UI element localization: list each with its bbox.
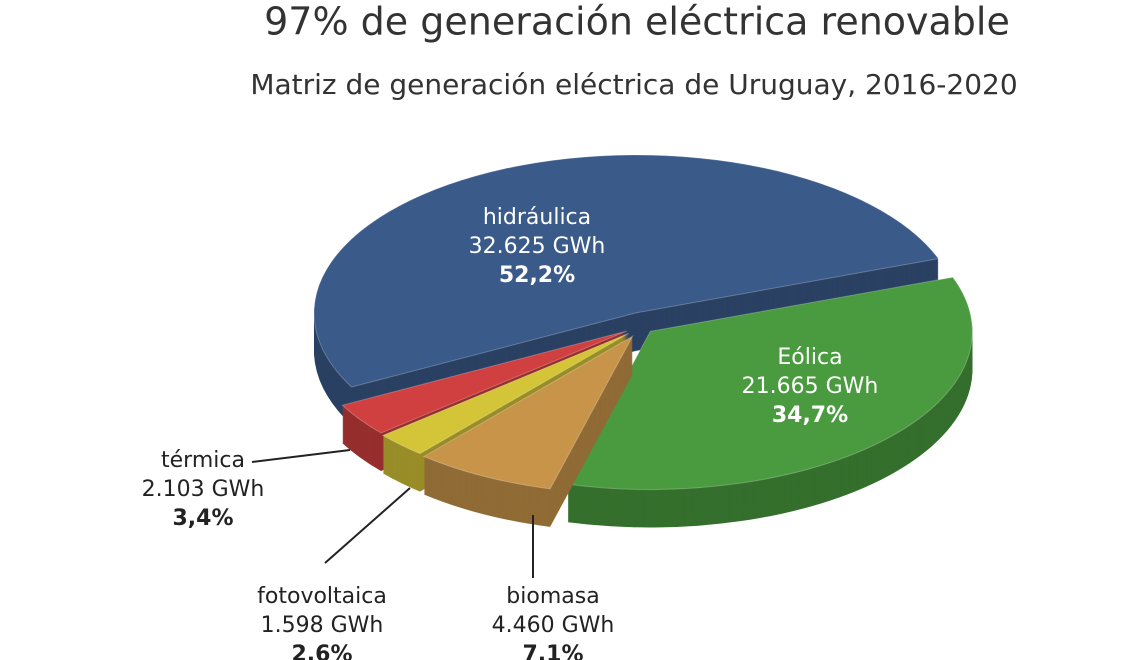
leader-line <box>251 449 351 463</box>
slice <box>422 334 634 490</box>
energy-label: 1.598 GWh <box>261 613 384 638</box>
energy-label: 4.460 GWh <box>492 613 615 638</box>
category-label: Eólica <box>777 345 842 370</box>
leader-line <box>324 487 411 564</box>
category-label: hidráulica <box>483 205 591 230</box>
value-label: 34,7% <box>772 403 848 428</box>
slice <box>381 332 629 455</box>
slice <box>341 330 627 434</box>
value-label: 2,6% <box>291 642 352 660</box>
chart-title: 97% de generación eléctrica renovable <box>264 0 1010 44</box>
chart-subtitle: Matriz de generación eléctrica de Urugua… <box>250 68 1017 101</box>
energy-label: 2.103 GWh <box>142 477 265 502</box>
category-label: térmica <box>161 448 245 473</box>
value-label: 52,2% <box>499 263 575 288</box>
category-label: fotovoltaica <box>257 584 387 609</box>
category-label: biomasa <box>506 584 599 609</box>
value-label: 7,1% <box>522 642 583 660</box>
pie <box>313 154 973 528</box>
slice <box>567 276 973 490</box>
labels: hidráulica 32.625 GWh 52,2% Eólica 21.665 GW… <box>142 205 879 660</box>
value-label: 3,4% <box>172 506 233 531</box>
energy-label: 21.665 GWh <box>742 374 879 399</box>
energy-label: 32.625 GWh <box>469 234 606 259</box>
slice <box>313 154 940 388</box>
